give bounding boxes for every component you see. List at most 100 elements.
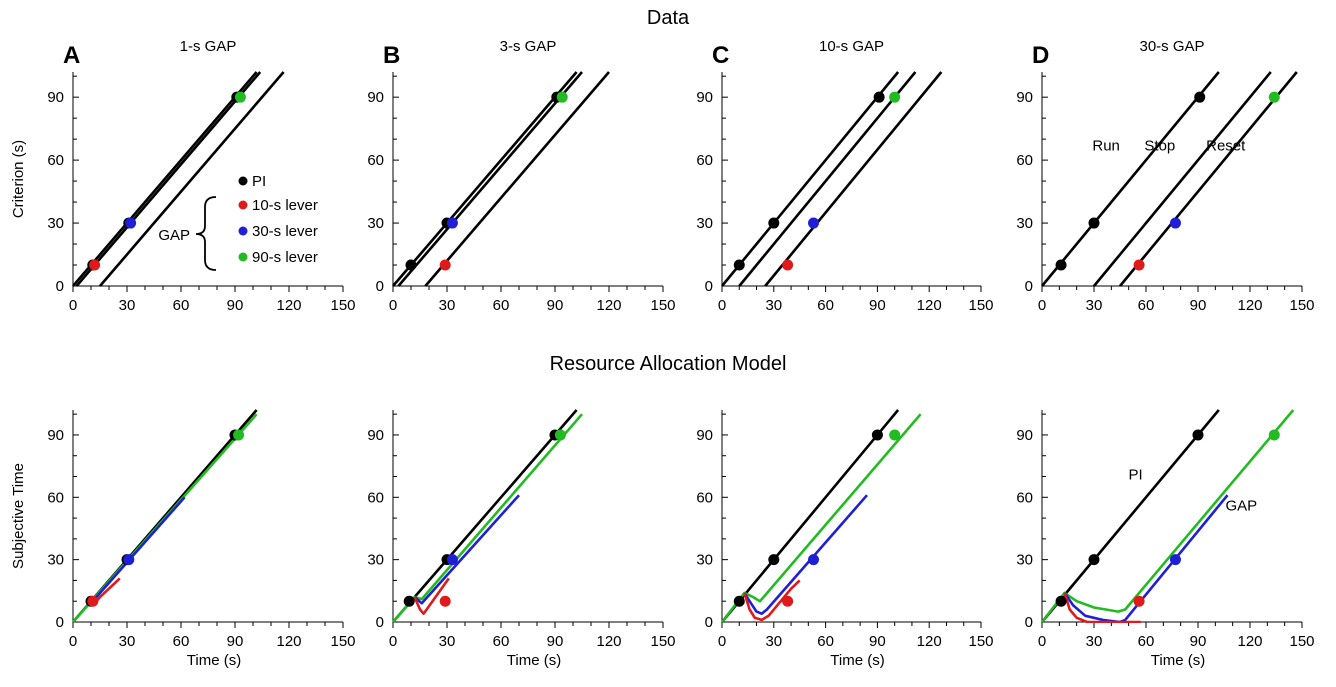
x-tick-label: 90 <box>547 633 564 650</box>
data-point <box>1055 595 1067 607</box>
data-point <box>782 595 794 607</box>
y-axis-label: Criterion (s) <box>10 140 27 218</box>
annotation-label: Run <box>1092 137 1120 154</box>
x-tick-label: 120 <box>276 633 301 650</box>
y-tick-label: 90 <box>696 89 713 106</box>
annotation-label: GAP <box>1225 498 1257 515</box>
legend-entry-label: 30-s lever <box>252 223 318 240</box>
x-tick-label: 150 <box>330 633 355 650</box>
x-axis-label: Time (s) <box>187 652 241 669</box>
legend-entry-label: 90-s lever <box>252 249 318 266</box>
series-line-1 <box>392 71 578 287</box>
y-tick-label: 30 <box>696 215 713 232</box>
x-tick-label: 120 <box>917 633 942 650</box>
x-tick-label: 120 <box>596 297 621 314</box>
x-tick-label: 120 <box>1237 297 1262 314</box>
y-tick-label: 0 <box>56 614 64 631</box>
data-point <box>446 217 458 229</box>
x-tick-label: 30 <box>119 297 136 314</box>
x-tick-label: 60 <box>173 297 190 314</box>
series-line-1 <box>392 409 578 623</box>
y-tick-label: 30 <box>47 215 64 232</box>
data-section-title: Data <box>647 7 690 29</box>
x-tick-label: 60 <box>817 633 834 650</box>
data-point <box>1133 595 1145 607</box>
x-tick-label: 30 <box>765 297 782 314</box>
x-tick-label: 150 <box>968 297 993 314</box>
y-tick-label: 90 <box>367 89 384 106</box>
series-line-2 <box>75 71 262 287</box>
y-tick-label: 30 <box>367 552 384 569</box>
data-point <box>123 554 135 566</box>
x-tick-label: 0 <box>1038 297 1046 314</box>
x-tick-label: 60 <box>493 633 510 650</box>
y-tick-label: 60 <box>367 152 384 169</box>
y-tick-label: 90 <box>1016 427 1033 444</box>
data-point <box>1268 91 1280 103</box>
legend-group-label: GAP <box>158 227 190 244</box>
data-point <box>439 595 451 607</box>
x-tick-label: 120 <box>1237 633 1262 650</box>
y-tick-label: 60 <box>47 489 64 506</box>
data-point <box>808 554 820 566</box>
y-tick-label: 90 <box>367 427 384 444</box>
panel-c-data: 0 30 60 90 0 30 60 90 120 150 10-s GAP C <box>696 38 993 314</box>
legend-marker <box>238 200 248 210</box>
series-line-3 <box>1063 494 1229 623</box>
data-point <box>125 217 137 229</box>
x-tick-label: 90 <box>869 633 886 650</box>
y-tick-label: 0 <box>1025 614 1033 631</box>
panel-letter: B <box>383 42 400 69</box>
series-line-1 <box>1040 71 1220 287</box>
series-line-3 <box>92 496 186 601</box>
data-point <box>1169 554 1181 566</box>
panel-title: 3-s GAP <box>500 38 557 55</box>
y-tick-label: 30 <box>696 552 713 569</box>
annotation-label: PI <box>1129 466 1143 483</box>
series-line-2 <box>392 413 583 623</box>
legend-marker <box>238 226 248 236</box>
y-tick-label: 60 <box>1016 152 1033 169</box>
x-tick-label: 30 <box>765 633 782 650</box>
panel-c-model: 0 30 60 90 0 30 60 90 120 150 Time (s) <box>696 409 994 669</box>
panel-a-data: 0 30 60 90 0 30 60 90 120 150 1-s GAP A Criterion (s… <box>10 38 356 314</box>
y-tick-label: 90 <box>1016 89 1033 106</box>
data-point <box>1268 429 1280 441</box>
legend-brace <box>195 196 217 271</box>
x-tick-label: 150 <box>1289 633 1314 650</box>
data-point <box>446 554 458 566</box>
panel-title: 1-s GAP <box>180 38 237 55</box>
y-tick-label: 90 <box>696 427 713 444</box>
legend-marker <box>238 252 248 262</box>
panel-d-data: 0 30 60 90 0 30 60 90 120 150 Run Stop Reset 30-s GAP… <box>1016 38 1314 314</box>
x-tick-label: 30 <box>1086 297 1103 314</box>
x-tick-label: 0 <box>69 633 77 650</box>
x-tick-label: 150 <box>650 633 675 650</box>
x-tick-label: 0 <box>718 633 726 650</box>
x-tick-label: 0 <box>718 297 726 314</box>
data-point <box>873 91 885 103</box>
data-point <box>554 429 566 441</box>
data-point <box>556 91 568 103</box>
series-line-1 <box>720 409 900 623</box>
x-axis-label: Time (s) <box>1151 652 1205 669</box>
y-tick-label: 60 <box>696 489 713 506</box>
series-line-2 <box>1040 409 1295 623</box>
data-point <box>1133 259 1145 271</box>
chart-panels: 0 30 60 90 0 30 60 90 120 150 1-s GAP A Criterion (s… <box>10 38 1315 669</box>
y-tick-label: 0 <box>56 278 64 295</box>
series-line-4 <box>1063 592 1141 623</box>
x-tick-label: 60 <box>173 633 190 650</box>
y-axis-label: Subjective Time <box>10 463 27 569</box>
legend-entry-label: 10-s lever <box>252 197 318 214</box>
series-line-1 <box>1041 409 1220 623</box>
legend-entry-label: PI <box>252 173 266 190</box>
y-tick-label: 0 <box>376 614 384 631</box>
x-tick-label: 30 <box>439 633 456 650</box>
x-tick-label: 150 <box>650 297 675 314</box>
data-point <box>1169 217 1181 229</box>
series-line-2 <box>397 71 583 287</box>
x-tick-label: 30 <box>1086 633 1103 650</box>
series-line-3 <box>743 494 868 616</box>
